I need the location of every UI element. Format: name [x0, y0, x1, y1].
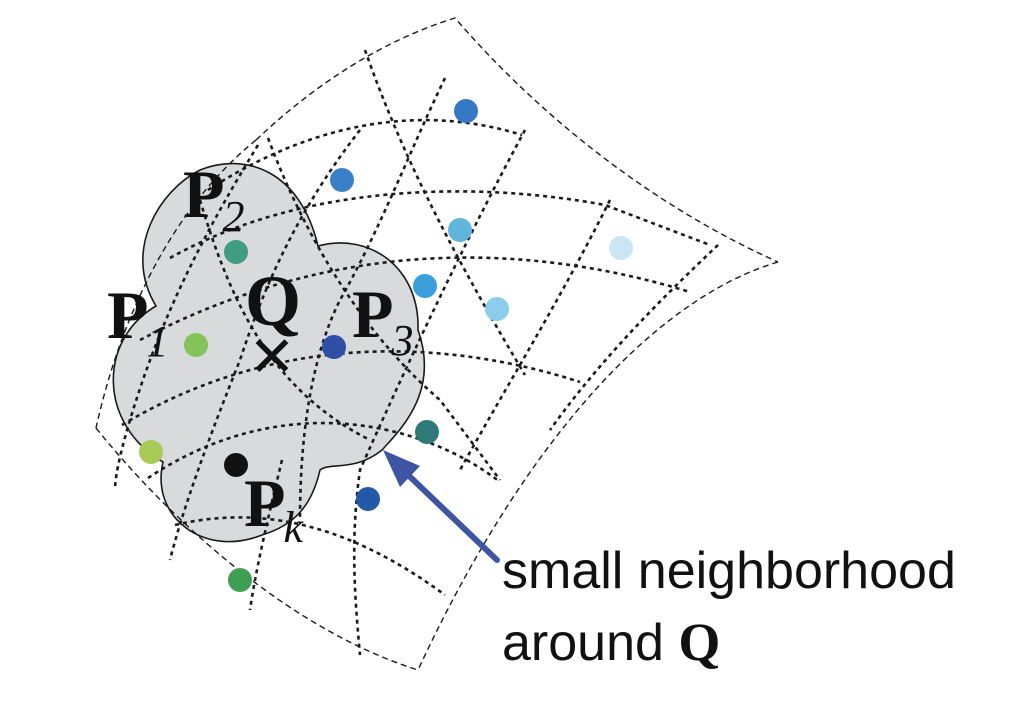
point-black-pk [224, 453, 248, 477]
point-green-p1 [184, 333, 208, 357]
grid-col-7 [113, 144, 260, 491]
grid-bottom-edge [95, 427, 419, 671]
grid-left-edge [95, 139, 257, 429]
grid-row-3 [139, 256, 691, 342]
grid-col-9 [548, 244, 719, 431]
point-skyblue-1 [448, 218, 472, 242]
annotation-line-2: around Q [502, 612, 720, 672]
grid-col-4 [352, 129, 527, 656]
grid-col-3 [198, 199, 371, 442]
grid-col-10 [248, 459, 284, 611]
grid-col-8 [458, 199, 612, 471]
arrow-head [383, 450, 420, 487]
point-labels: P2 Q P1 P3 Pk [107, 156, 414, 552]
label-p3: P3 [352, 276, 414, 365]
annotation-text: small neighborhood around Q [502, 542, 956, 672]
label-q: Q [245, 261, 301, 341]
grid-col-2 [266, 137, 502, 481]
point-darkblue [356, 487, 380, 511]
point-teal-p2 [224, 240, 248, 264]
point-blue-1 [454, 99, 478, 123]
point-yellowgreen [139, 440, 163, 464]
point-paleblue [609, 236, 633, 260]
annotation-arrow [383, 450, 500, 563]
point-green-bottom [228, 568, 252, 592]
label-p1: P1 [107, 277, 169, 366]
sample-points [139, 99, 633, 592]
point-skyblue-2 [413, 274, 437, 298]
curved-grid [95, 17, 779, 671]
point-navy-p3 [322, 335, 346, 359]
label-p2: P2 [183, 156, 245, 241]
grid-col-1 [363, 49, 527, 376]
point-darkteal [415, 420, 439, 444]
point-lightblue [485, 297, 509, 321]
annotation-line-1: small neighborhood [502, 542, 956, 600]
query-cross: ✕ [249, 325, 296, 390]
grid-row-2 [169, 190, 711, 260]
grid-top-edge [255, 17, 779, 263]
grid-row-6 [174, 516, 446, 597]
grid-row-4 [121, 350, 581, 427]
point-blue-2 [330, 168, 354, 192]
grid-right-edge [417, 261, 779, 671]
label-pk: Pk [244, 465, 305, 552]
